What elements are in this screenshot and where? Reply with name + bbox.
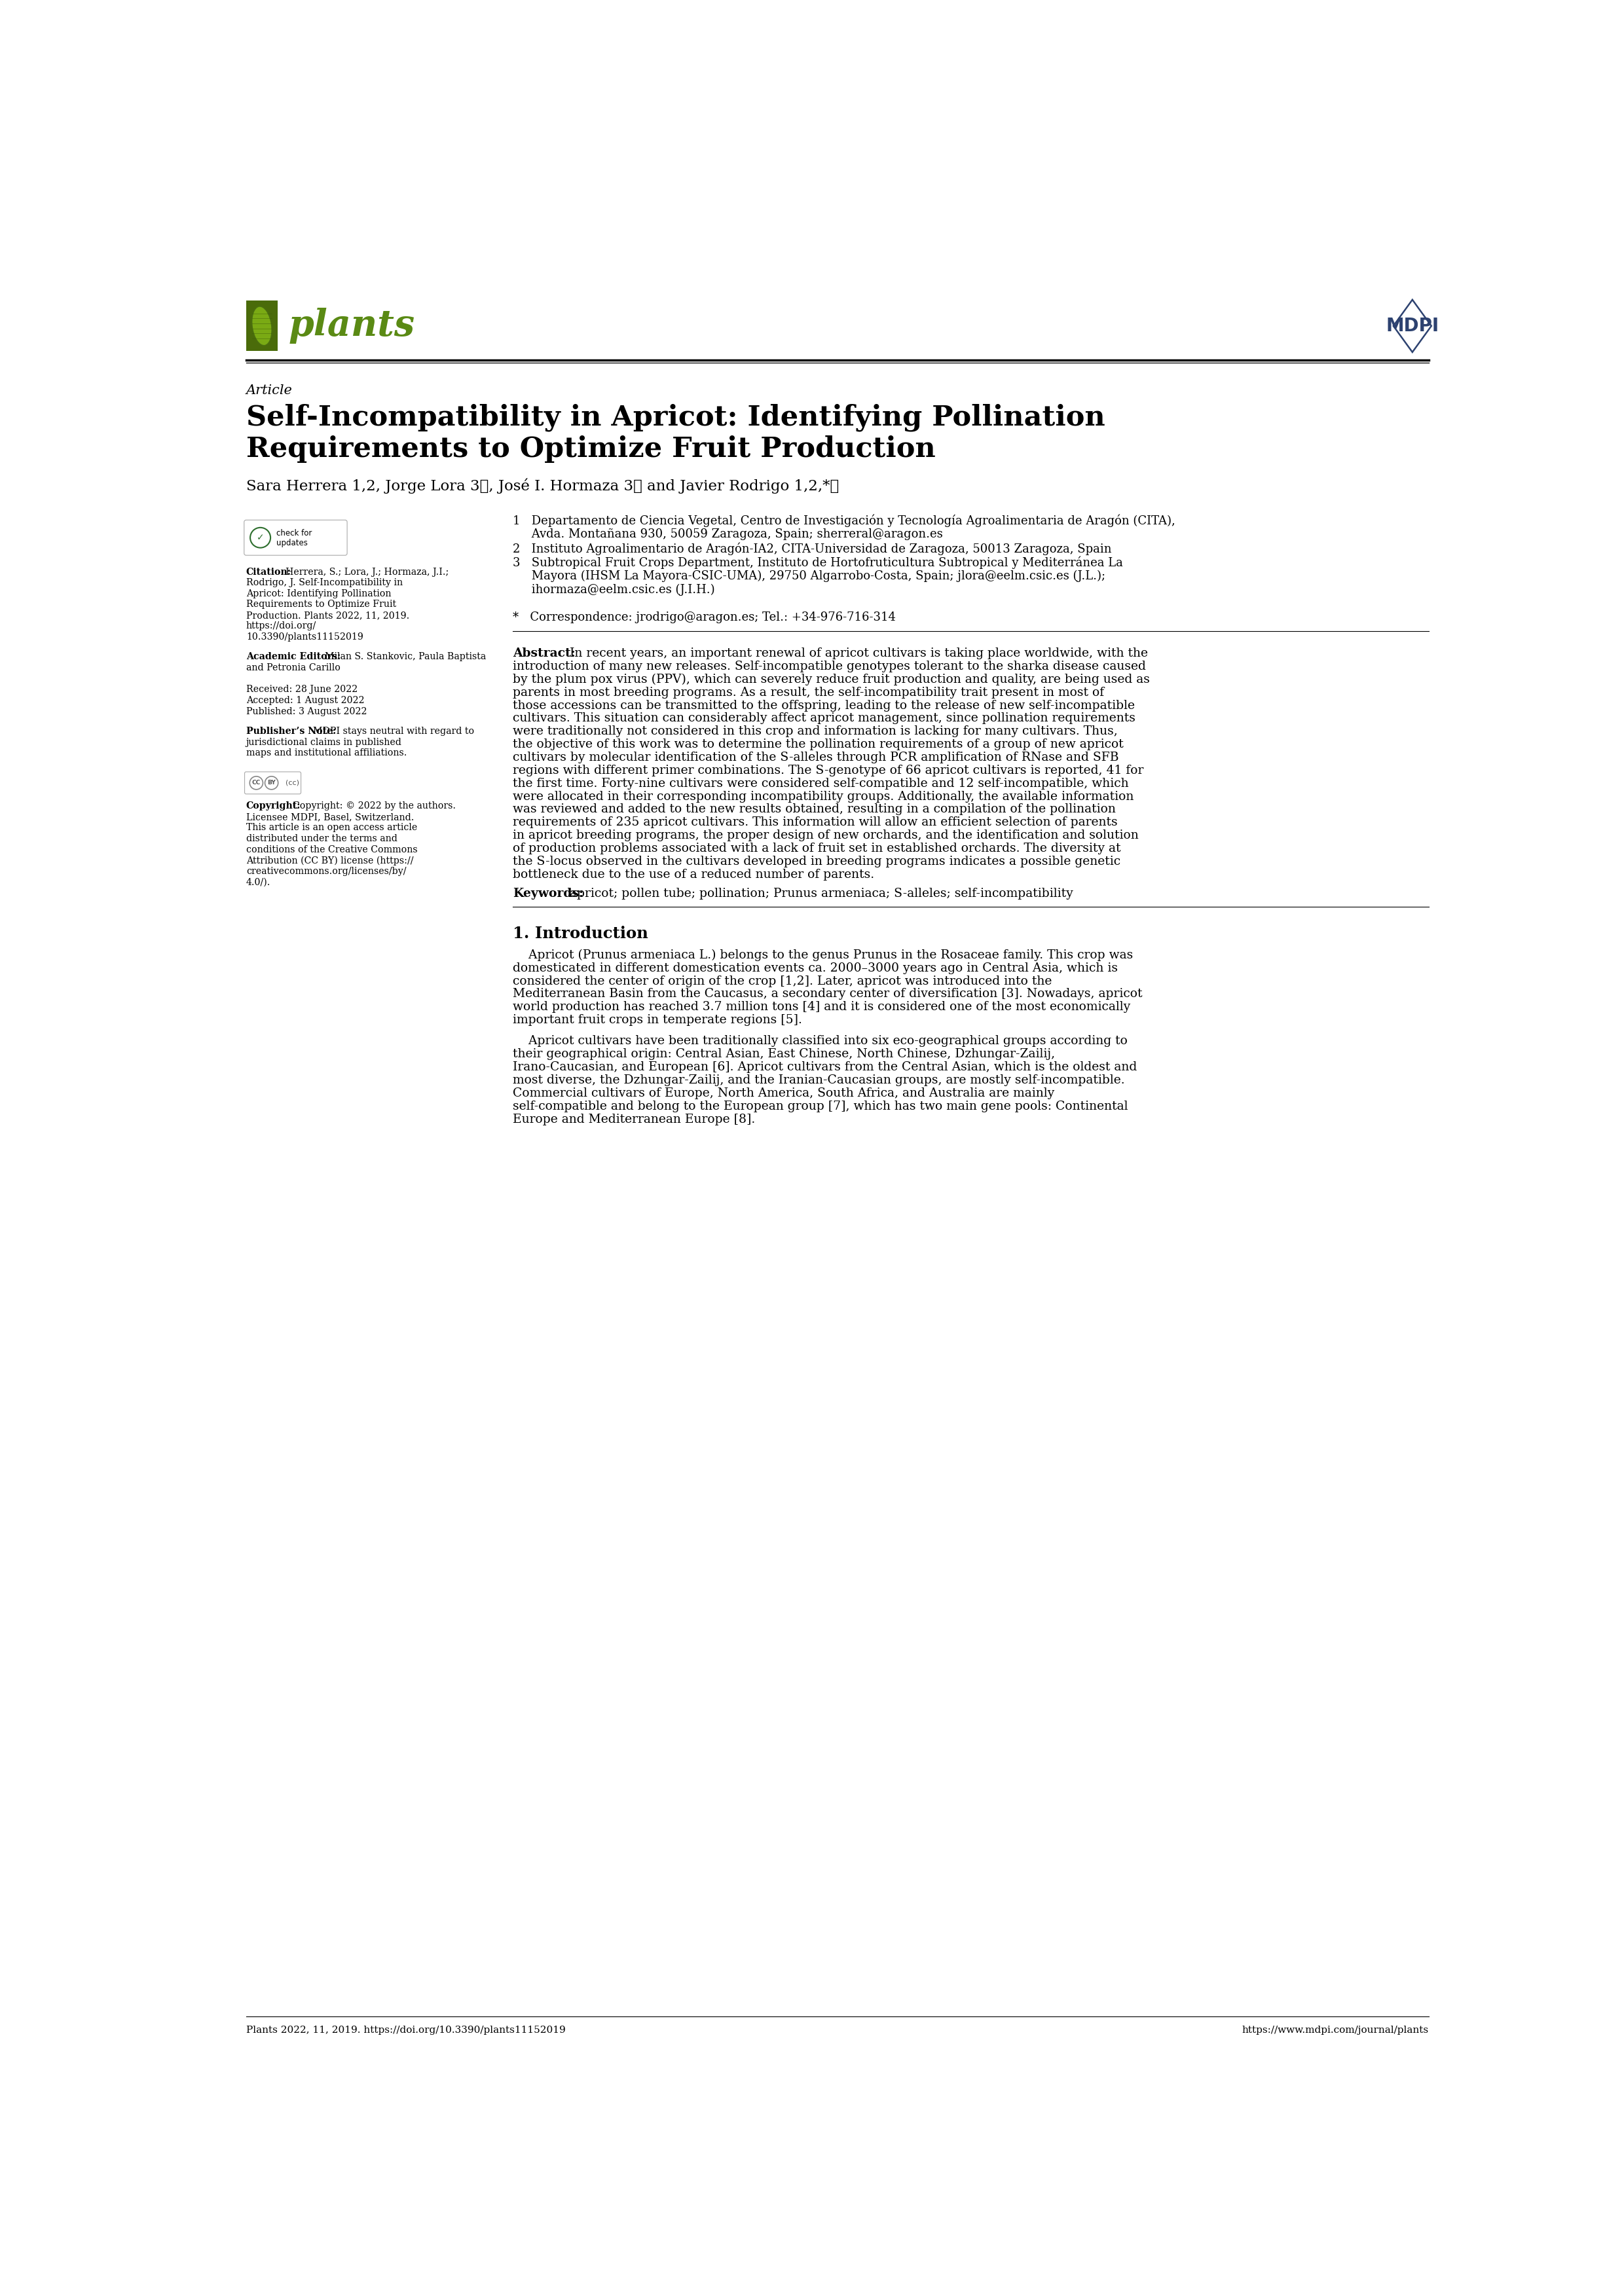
Text: the objective of this work was to determine the pollination requirements of a gr: the objective of this work was to determ…: [513, 739, 1124, 751]
Text: https://www.mdpi.com/journal/plants: https://www.mdpi.com/journal/plants: [1242, 2025, 1429, 2034]
Text: 1. Introduction: 1. Introduction: [513, 925, 648, 941]
Text: Requirements to Optimize Fruit Production: Requirements to Optimize Fruit Productio…: [247, 436, 935, 464]
Text: Production. Plants 2022, 11, 2019.: Production. Plants 2022, 11, 2019.: [247, 611, 409, 620]
Text: Received: 28 June 2022: Received: 28 June 2022: [247, 684, 357, 693]
Bar: [247, 301, 278, 351]
Text: BY: BY: [268, 781, 276, 785]
Text: In recent years, an important renewal of apricot cultivars is taking place world: In recent years, an important renewal of…: [570, 647, 1148, 659]
Text: Milan S. Stankovic, Paula Baptista: Milan S. Stankovic, Paula Baptista: [325, 652, 486, 661]
Text: Requirements to Optimize Fruit: Requirements to Optimize Fruit: [247, 599, 396, 608]
Text: and Petronia Carillo: and Petronia Carillo: [247, 664, 341, 673]
Text: plants: plants: [289, 308, 416, 344]
Text: domesticated in different domestication events ca. 2000–3000 years ago in Centra: domesticated in different domestication …: [513, 962, 1117, 974]
Text: Citation:: Citation:: [247, 567, 291, 576]
Text: the S-locus observed in the cultivars developed in breeding programs indicates a: the S-locus observed in the cultivars de…: [513, 856, 1121, 868]
Text: MDPI: MDPI: [1385, 317, 1439, 335]
FancyBboxPatch shape: [244, 519, 348, 556]
Text: of production problems associated with a lack of fruit set in established orchar: of production problems associated with a…: [513, 843, 1121, 854]
Text: bottleneck due to the use of a reduced number of parents.: bottleneck due to the use of a reduced n…: [513, 868, 874, 879]
Text: most diverse, the Dzhungar-Zailij, and the Iranian-Caucasian groups, are mostly : most diverse, the Dzhungar-Zailij, and t…: [513, 1075, 1124, 1086]
Text: Avda. Montañana 930, 50059 Zaragoza, Spain; sherreral@aragon.es: Avda. Montañana 930, 50059 Zaragoza, Spa…: [513, 528, 942, 540]
Text: Abstract:: Abstract:: [513, 647, 575, 659]
Text: considered the center of origin of the crop [1,2]. Later, apricot was introduced: considered the center of origin of the c…: [513, 976, 1052, 987]
Text: introduction of many new releases. Self-incompatible genotypes tolerant to the s: introduction of many new releases. Self-…: [513, 661, 1145, 673]
Text: ✓: ✓: [257, 533, 265, 542]
Text: apricot; pollen tube; pollination; Prunus armeniaca; S-alleles; self-incompatibi: apricot; pollen tube; pollination; Prunu…: [570, 889, 1073, 900]
Text: jurisdictional claims in published: jurisdictional claims in published: [247, 737, 401, 746]
Text: parents in most breeding programs. As a result, the self-incompatibility trait p: parents in most breeding programs. As a …: [513, 687, 1104, 698]
Text: regions with different primer combinations. The S-genotype of 66 apricot cultiva: regions with different primer combinatio…: [513, 765, 1143, 776]
Text: self-compatible and belong to the European group [7], which has two main gene po: self-compatible and belong to the Europe…: [513, 1100, 1127, 1111]
Text: were traditionally not considered in this crop and information is lacking for ma: were traditionally not considered in thi…: [513, 726, 1117, 737]
Text: Published: 3 August 2022: Published: 3 August 2022: [247, 707, 367, 716]
Text: Academic Editors:: Academic Editors:: [247, 652, 341, 661]
Text: https://doi.org/: https://doi.org/: [247, 622, 317, 631]
Text: Apricot: Identifying Pollination: Apricot: Identifying Pollination: [247, 590, 391, 599]
Text: Mayora (IHSM La Mayora-CSIC-UMA), 29750 Algarrobo-Costa, Spain; jlora@eelm.csic.: Mayora (IHSM La Mayora-CSIC-UMA), 29750 …: [513, 569, 1106, 581]
Text: Keywords:: Keywords:: [513, 889, 583, 900]
Text: Commercial cultivars of Europe, North America, South Africa, and Australia are m: Commercial cultivars of Europe, North Am…: [513, 1088, 1054, 1100]
Text: This article is an open access article: This article is an open access article: [247, 824, 417, 833]
Text: in apricot breeding programs, the proper design of new orchards, and the identif: in apricot breeding programs, the proper…: [513, 829, 1138, 840]
Text: world production has reached 3.7 million tons [4] and it is considered one of th: world production has reached 3.7 million…: [513, 1001, 1130, 1013]
Text: distributed under the terms and: distributed under the terms and: [247, 833, 398, 843]
Text: cultivars by molecular identification of the S-alleles through PCR amplification: cultivars by molecular identification of…: [513, 751, 1119, 762]
Text: Copyright:: Copyright:: [247, 801, 300, 810]
Text: were allocated in their corresponding incompatibility groups. Additionally, the : were allocated in their corresponding in…: [513, 790, 1134, 801]
Text: requirements of 235 apricot cultivars. This information will allow an efficient : requirements of 235 apricot cultivars. T…: [513, 817, 1117, 829]
Text: MDPI stays neutral with regard to: MDPI stays neutral with regard to: [313, 728, 474, 735]
Text: 2   Instituto Agroalimentario de Aragón-IA2, CITA-Universidad de Zaragoza, 50013: 2 Instituto Agroalimentario de Aragón-IA…: [513, 542, 1111, 556]
Text: those accessions can be transmitted to the offspring, leading to the release of : those accessions can be transmitted to t…: [513, 700, 1135, 712]
Text: Licensee MDPI, Basel, Switzerland.: Licensee MDPI, Basel, Switzerland.: [247, 813, 414, 822]
Text: ihormaza@eelm.csic.es (J.I.H.): ihormaza@eelm.csic.es (J.I.H.): [513, 583, 715, 595]
Text: was reviewed and added to the new results obtained, resulting in a compilation o: was reviewed and added to the new result…: [513, 804, 1116, 815]
Text: maps and institutional affiliations.: maps and institutional affiliations.: [247, 748, 408, 758]
Text: by the plum pox virus (PPV), which can severely reduce fruit production and qual: by the plum pox virus (PPV), which can s…: [513, 673, 1150, 687]
Text: important fruit crops in temperate regions [5].: important fruit crops in temperate regio…: [513, 1015, 802, 1026]
Text: Rodrigo, J. Self-Incompatibility in: Rodrigo, J. Self-Incompatibility in: [247, 579, 403, 588]
Text: cultivars. This situation can considerably affect apricot management, since poll: cultivars. This situation can considerab…: [513, 712, 1135, 723]
Text: 1   Departamento de Ciencia Vegetal, Centro de Investigación y Tecnología Agroal: 1 Departamento de Ciencia Vegetal, Centr…: [513, 514, 1176, 528]
Ellipse shape: [252, 305, 271, 344]
Text: the first time. Forty-nine cultivars were considered self-compatible and 12 self: the first time. Forty-nine cultivars wer…: [513, 778, 1129, 790]
Text: conditions of the Creative Commons: conditions of the Creative Commons: [247, 845, 417, 854]
Text: Attribution (CC BY) license (https://: Attribution (CC BY) license (https://: [247, 856, 414, 866]
Text: CC: CC: [252, 781, 260, 785]
Text: Accepted: 1 August 2022: Accepted: 1 August 2022: [247, 696, 364, 705]
Text: 4.0/).: 4.0/).: [247, 877, 271, 886]
Text: Publisher’s Note:: Publisher’s Note:: [247, 728, 336, 735]
Text: creativecommons.org/licenses/by/: creativecommons.org/licenses/by/: [247, 866, 406, 875]
Text: (cc): (cc): [286, 781, 299, 785]
Text: Irano-Caucasian, and European [6]. Apricot cultivars from the Central Asian, whi: Irano-Caucasian, and European [6]. Apric…: [513, 1061, 1137, 1072]
Text: Herrera, S.; Lora, J.; Hormaza, J.I.;: Herrera, S.; Lora, J.; Hormaza, J.I.;: [286, 567, 448, 576]
Text: check for: check for: [276, 528, 312, 537]
FancyBboxPatch shape: [245, 771, 300, 794]
Text: updates: updates: [276, 540, 309, 546]
Text: *   Correspondence: jrodrigo@aragon.es; Tel.: +34-976-716-314: * Correspondence: jrodrigo@aragon.es; Te…: [513, 611, 895, 622]
Text: Self-Incompatibility in Apricot: Identifying Pollination: Self-Incompatibility in Apricot: Identif…: [247, 404, 1104, 432]
Text: Article: Article: [247, 383, 292, 397]
Text: 10.3390/plants11152019: 10.3390/plants11152019: [247, 631, 364, 641]
Text: 3   Subtropical Fruit Crops Department, Instituto de Hortofruticultura Subtropic: 3 Subtropical Fruit Crops Department, In…: [513, 556, 1122, 569]
Text: Plants 2022, 11, 2019. https://doi.org/10.3390/plants11152019: Plants 2022, 11, 2019. https://doi.org/1…: [247, 2025, 565, 2034]
Text: Europe and Mediterranean Europe [8].: Europe and Mediterranean Europe [8].: [513, 1114, 755, 1125]
Text: Apricot cultivars have been traditionally classified into six eco-geographical g: Apricot cultivars have been traditionall…: [513, 1035, 1127, 1047]
Text: Mediterranean Basin from the Caucasus, a secondary center of diversification [3]: Mediterranean Basin from the Caucasus, a…: [513, 987, 1142, 1001]
Text: Sara Herrera 1,2, Jorge Lora 3ⓘ, José I. Hormaza 3ⓘ and Javier Rodrigo 1,2,*ⓘ: Sara Herrera 1,2, Jorge Lora 3ⓘ, José I.…: [247, 478, 840, 494]
Text: Copyright: © 2022 by the authors.: Copyright: © 2022 by the authors.: [292, 801, 456, 810]
Text: their geographical origin: Central Asian, East Chinese, North Chinese, Dzhungar-: their geographical origin: Central Asian…: [513, 1049, 1056, 1061]
Text: Apricot (Prunus armeniaca L.) belongs to the genus Prunus in the Rosaceae family: Apricot (Prunus armeniaca L.) belongs to…: [513, 948, 1134, 962]
